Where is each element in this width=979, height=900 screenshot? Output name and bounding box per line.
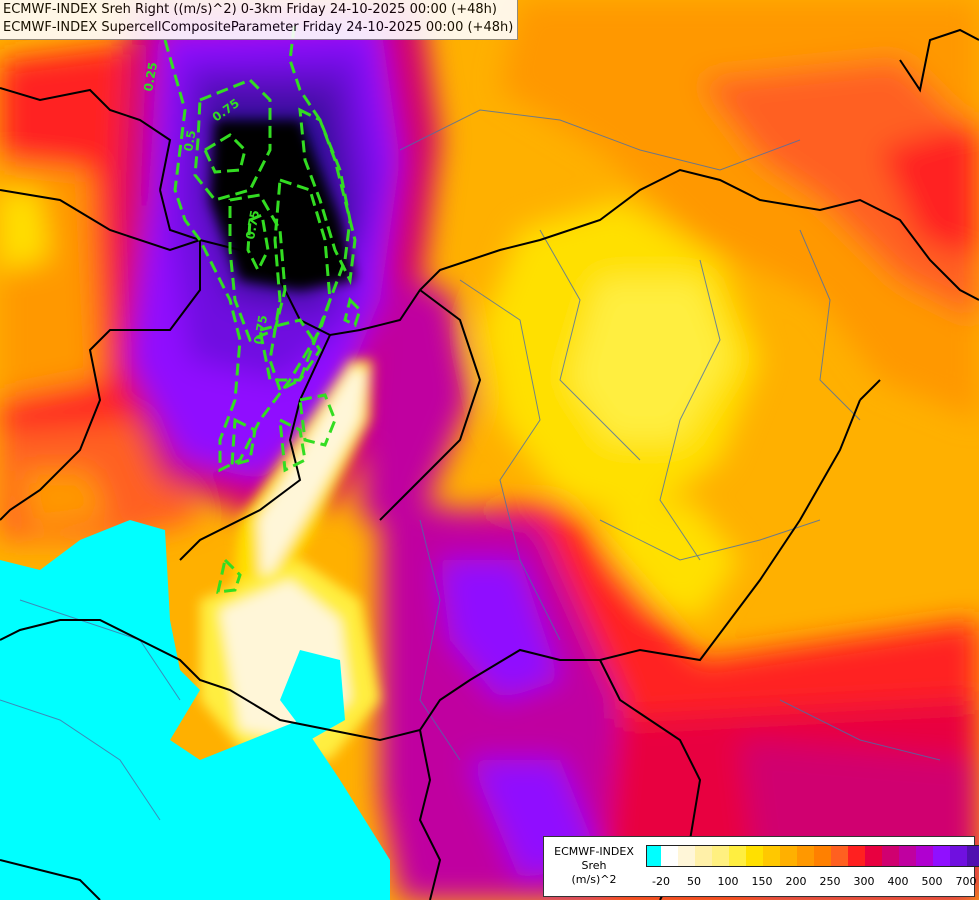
scp-contours [163, 19, 362, 594]
legend-swatch [695, 846, 712, 866]
sreh-core [210, 120, 355, 290]
contour-label: 0.5 [181, 129, 198, 152]
legend-tick-label: 300 [853, 875, 875, 888]
map-title-box: ECMWF-INDEX Sreh Right ((m/s)^2) 0-3km F… [0, 0, 519, 40]
map-title-sreh: ECMWF-INDEX Sreh Right ((m/s)^2) 0-3km F… [3, 2, 497, 17]
legend-swatch [933, 846, 950, 866]
legend-swatch [647, 846, 661, 866]
legend-tick-label: 50 [687, 875, 701, 888]
legend-swatch [967, 846, 979, 866]
legend-title: ECMWF-INDEX Sreh (m/s)^2 [548, 845, 640, 887]
contour-label: 0.75 [251, 314, 270, 346]
legend-swatch [950, 846, 967, 866]
legend-swatch [729, 846, 746, 866]
contour-label: 0.75 [243, 209, 262, 241]
legend-swatch [916, 846, 933, 866]
contour-label: 0.25 [141, 61, 160, 93]
legend-swatch [746, 846, 763, 866]
legend-swatch [865, 846, 882, 866]
map-title-scp: ECMWF-INDEX SupercellCompositeParameter … [3, 20, 514, 35]
legend-swatch [780, 846, 797, 866]
cyan-region [0, 520, 390, 900]
cyan-patch [280, 650, 345, 740]
legend-swatch [763, 846, 780, 866]
legend-swatch [899, 846, 916, 866]
legend-tick-label: 200 [785, 875, 807, 888]
legend-tick-label: 150 [751, 875, 773, 888]
legend-swatch [661, 846, 678, 866]
country-borders [0, 28, 979, 900]
legend-swatch [678, 846, 695, 866]
legend-model: ECMWF-INDEX [554, 845, 634, 858]
legend-tick-label: 500 [921, 875, 943, 888]
legend-color-bar [646, 845, 979, 867]
admin-boundaries [0, 109, 941, 821]
legend-tick-label: 100 [717, 875, 739, 888]
legend-swatch [882, 846, 899, 866]
legend-swatch [712, 846, 729, 866]
legend-tick-labels: -20 50 100 150 200 250 300 400 500 700 [646, 875, 976, 889]
legend-unit: (m/s)^2 [571, 873, 617, 886]
legend-swatch [848, 846, 865, 866]
legend-tick-label: 700 [955, 875, 977, 888]
legend-swatch [797, 846, 814, 866]
legend-tick-label: -20 [652, 875, 670, 888]
legend-tick-label: 250 [819, 875, 841, 888]
legend-variable: Sreh [581, 859, 607, 872]
color-legend: ECMWF-INDEX Sreh (m/s)^2 -20 50 100 150 200 2… [543, 836, 979, 897]
legend-swatch [831, 846, 848, 866]
legend-swatch [814, 846, 831, 866]
legend-tick-label: 400 [887, 875, 909, 888]
